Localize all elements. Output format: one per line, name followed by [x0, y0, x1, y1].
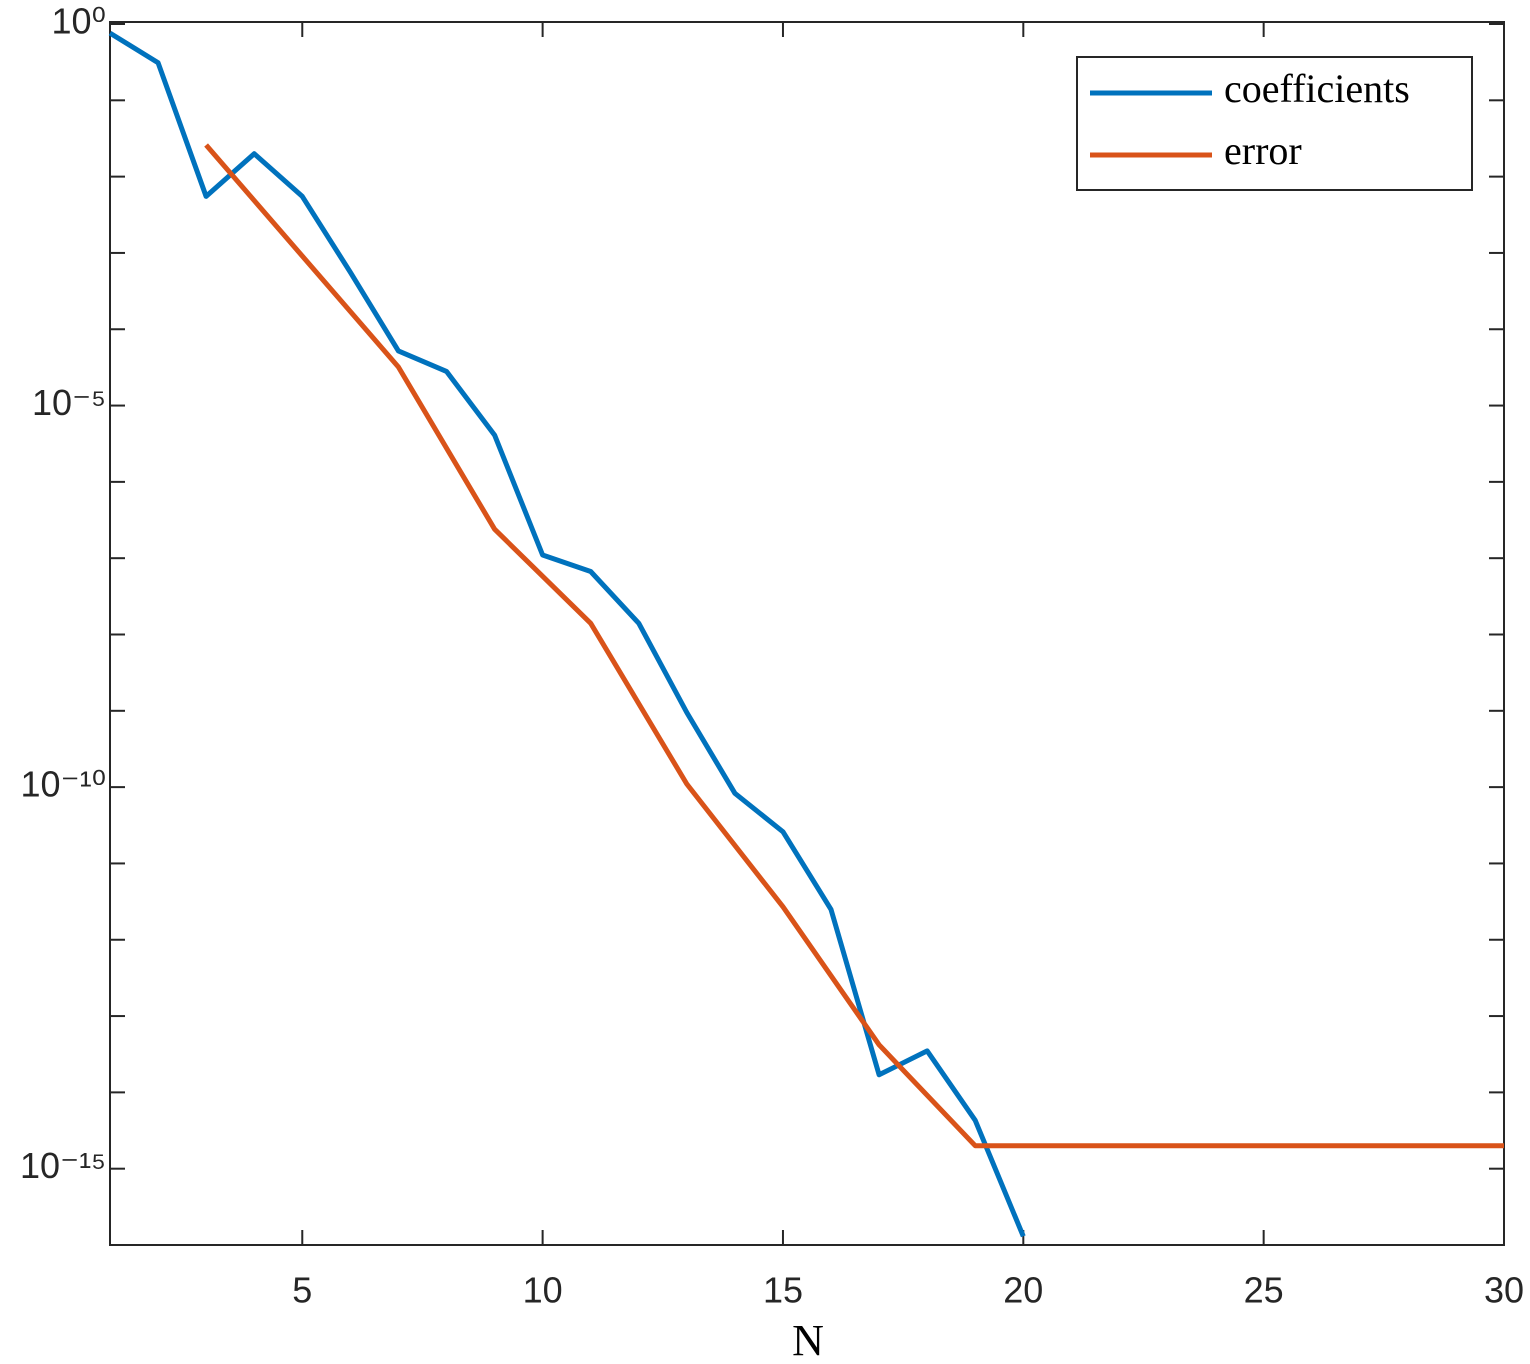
- legend-label: coefficients: [1224, 66, 1410, 111]
- x-tick-label: 30: [1484, 1270, 1524, 1311]
- x-axis-label: N: [792, 1316, 824, 1364]
- x-tick-label: 15: [763, 1270, 803, 1311]
- data-line: [204, 143, 1504, 1149]
- legend-label: error: [1224, 128, 1302, 173]
- x-tick-label: 25: [1244, 1270, 1284, 1311]
- y-tick-label: 10⁻¹⁵: [20, 1145, 106, 1186]
- y-tick-label: 10⁻⁵: [32, 382, 106, 423]
- plot-area: [109, 21, 1505, 1246]
- x-tick-label: 5: [292, 1270, 312, 1311]
- y-tick-label: 10⁻¹⁰: [21, 764, 106, 805]
- data-line: [108, 30, 1026, 1238]
- y-tick-label: 10⁰: [52, 1, 106, 42]
- legend-box: [1076, 56, 1473, 191]
- x-tick-label: 10: [523, 1270, 563, 1311]
- x-tick-label: 20: [1003, 1270, 1043, 1311]
